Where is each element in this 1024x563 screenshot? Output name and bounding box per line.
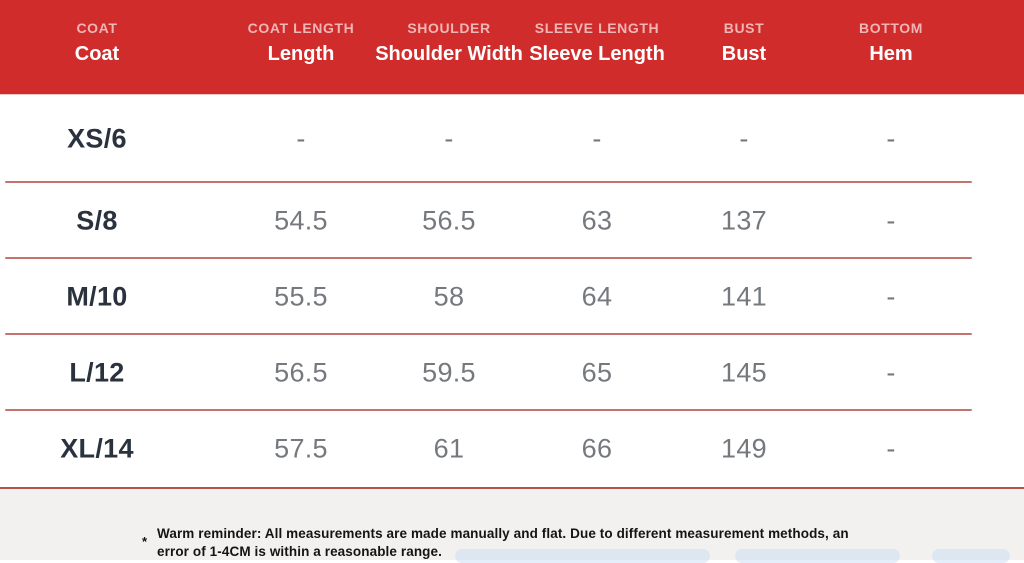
column-header-label: Length: [267, 43, 335, 65]
column-header-label: Coat: [74, 43, 120, 65]
value-cell: 61: [433, 433, 465, 464]
size-cell: M/10: [66, 281, 128, 312]
column-header-uppercase: COAT: [76, 20, 118, 36]
column-header-shoulder-width: SHOULDER Shoulder Width: [375, 0, 523, 94]
column-header-length: COAT LENGTH Length: [248, 0, 355, 94]
table-row: L/12 56.5 59.5 65 145 -: [0, 335, 1024, 411]
value-cell: 59.5: [422, 357, 476, 388]
column-header-coat: COAT Coat: [75, 0, 119, 94]
measurement-note: * Warm reminder: All measurements are ma…: [142, 525, 849, 561]
note-line-2: error of 1-4CM is within a reasonable ra…: [157, 544, 442, 559]
column-header-uppercase: SHOULDER: [407, 20, 491, 36]
column-header-hem: BOTTOM Hem: [859, 0, 923, 94]
value-cell: 58: [433, 281, 465, 312]
table-row: S/8 54.5 56.5 63 137 -: [0, 183, 1024, 259]
value-cell: -: [886, 433, 896, 464]
value-cell: 56.5: [274, 357, 328, 388]
column-header-label: Bust: [721, 43, 767, 65]
value-cell: 55.5: [274, 281, 328, 312]
value-cell: 145: [721, 357, 767, 388]
column-header-uppercase: BOTTOM: [858, 20, 924, 36]
column-header-bust: BUST Bust: [722, 0, 766, 94]
size-cell: S/8: [76, 205, 118, 236]
value-cell: -: [886, 357, 896, 388]
column-header-uppercase: BUST: [723, 20, 765, 36]
value-cell: 149: [721, 433, 767, 464]
value-cell: 137: [721, 205, 767, 236]
value-cell: 63: [581, 205, 613, 236]
value-cell: 56.5: [422, 205, 476, 236]
value-cell: 65: [581, 357, 613, 388]
footnote-star-icon: *: [142, 534, 148, 549]
value-cell: -: [739, 123, 749, 154]
size-cell: L/12: [69, 357, 125, 388]
table-row: XL/14 57.5 61 66 149 -: [0, 411, 1024, 487]
value-cell: -: [886, 205, 896, 236]
column-header-sleeve-length: SLEEVE LENGTH Sleeve Length: [529, 0, 665, 94]
value-cell: -: [296, 123, 306, 154]
column-header-label: Shoulder Width: [375, 43, 523, 65]
column-header-uppercase: COAT LENGTH: [247, 20, 355, 36]
size-cell: XL/14: [60, 433, 134, 464]
footer-note-area: * Warm reminder: All measurements are ma…: [0, 487, 1024, 563]
table-row: M/10 55.5 58 64 141 -: [0, 259, 1024, 335]
watermark-artifact: [932, 549, 1010, 563]
size-cell: XS/6: [67, 123, 127, 154]
table-row: XS/6 - - - - -: [0, 95, 1024, 183]
value-cell: -: [592, 123, 602, 154]
value-cell: -: [444, 123, 454, 154]
note-line-1: Warm reminder: All measurements are made…: [157, 526, 849, 541]
value-cell: -: [886, 281, 896, 312]
table-header: COAT Coat COAT LENGTH Length SHOULDER Sh…: [0, 0, 1024, 95]
value-cell: 66: [581, 433, 613, 464]
watermark-artifact: [735, 549, 900, 563]
column-header-uppercase: SLEEVE LENGTH: [534, 20, 660, 36]
column-header-label: Sleeve Length: [529, 43, 665, 65]
value-cell: 57.5: [274, 433, 328, 464]
value-cell: 64: [581, 281, 613, 312]
value-cell: 54.5: [274, 205, 328, 236]
value-cell: -: [886, 123, 896, 154]
column-header-label: Hem: [869, 43, 913, 65]
watermark-artifact: [455, 549, 710, 563]
value-cell: 141: [721, 281, 767, 312]
